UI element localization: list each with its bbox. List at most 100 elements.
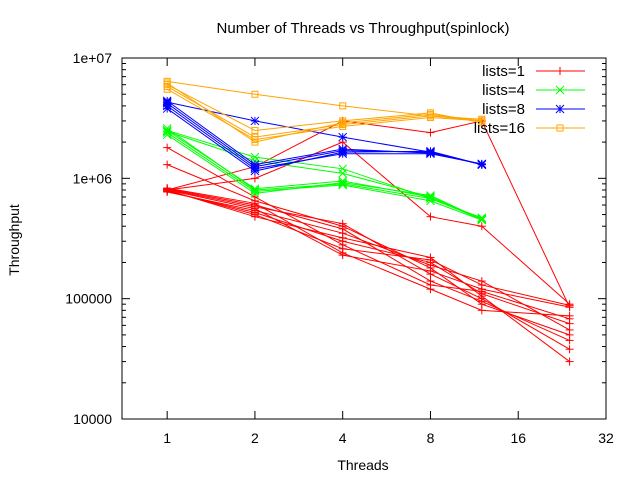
data-point [250,166,260,176]
data-point [555,104,565,114]
data-point [162,104,172,113]
data-point [477,215,487,225]
data-point [162,126,172,135]
series-lists=1 [163,116,574,366]
data-point [338,240,347,249]
series-line [167,188,570,341]
data-point [251,126,259,134]
data-point [477,277,486,286]
data-point [163,160,172,169]
series-line [167,191,570,331]
series-line [167,187,570,317]
series-line [167,80,482,122]
data-point [555,85,565,95]
axis-ticks: 1 2 4 8 16 32 10000 100000 1e+06 1e+07 [65,50,614,446]
series-line [167,141,570,305]
data-point [338,179,348,189]
data-point [477,214,487,224]
series-lists=8 [162,96,487,176]
data-point [556,67,564,75]
data-point [477,222,486,231]
series-lists=16 [163,77,486,146]
data-point [565,300,574,309]
data-point [426,212,435,221]
data-point [338,222,347,231]
series-lists=4 [162,124,487,225]
data-point [250,212,259,221]
data-point [250,160,260,169]
data-point [339,102,347,110]
data-point [338,147,348,157]
data-point [338,168,348,178]
data-point [477,213,487,223]
plot-area-frame [121,57,607,420]
legend-label: lists=1 [482,63,525,80]
x-axis-label: Threads [337,457,388,473]
series-layer [162,77,574,366]
x-tick-label: 32 [598,430,614,446]
series-line [166,88,482,141]
data-point [250,174,259,183]
data-point [162,97,172,107]
data-point [565,330,574,339]
data-point [565,314,574,323]
data-point [426,147,435,157]
data-point [339,122,347,130]
data-point [426,128,435,137]
data-point [338,132,348,142]
legend-label: lists=16 [474,120,525,137]
data-point [556,124,564,132]
chart-title: Number of Threads vs Throughput(spinlock… [217,20,510,37]
data-point [426,280,435,289]
data-point [251,136,259,144]
data-point [565,357,574,366]
legend-label: lists=4 [482,82,525,99]
y-tick-label: 10000 [73,411,112,427]
data-point [338,233,347,242]
x-tick-label: 8 [427,430,435,446]
series-line [167,189,570,362]
y-tick-label: 1e+07 [73,50,113,66]
series-line [167,120,571,308]
data-point [250,116,260,126]
data-point [426,192,435,202]
data-point [338,248,347,257]
legend-label: lists=8 [482,101,525,118]
legend: lists=1 lists=4 lists=8 lists=16 [474,63,585,137]
data-point [338,180,348,190]
series-line [166,86,482,138]
series-line [167,190,570,325]
data-point [477,287,486,296]
x-tick-label: 4 [339,430,347,446]
data-point [426,263,435,272]
data-point [162,127,172,136]
data-point [163,85,171,93]
data-point [426,112,434,120]
data-point [250,189,260,198]
series-line [166,164,570,336]
series-line [166,132,482,221]
series-line [166,147,570,320]
y-axis-label: Throughput [6,204,22,276]
data-point [251,90,259,98]
data-point [565,345,574,354]
series-line [167,101,482,166]
y-tick-label: 1e+06 [73,170,113,186]
y-tick-label: 100000 [65,291,112,307]
series-line [167,188,570,350]
data-point [338,164,348,174]
x-tick-label: 1 [163,430,171,446]
data-point [163,77,171,85]
data-point [163,185,172,194]
x-tick-label: 2 [251,430,259,446]
data-point [250,196,259,205]
data-point [477,160,487,169]
data-point [478,117,486,125]
series-line [167,190,570,306]
data-point [477,300,486,309]
x-tick-label: 16 [510,430,526,446]
data-point [338,178,348,188]
data-point [163,143,172,152]
series-line [166,84,482,131]
